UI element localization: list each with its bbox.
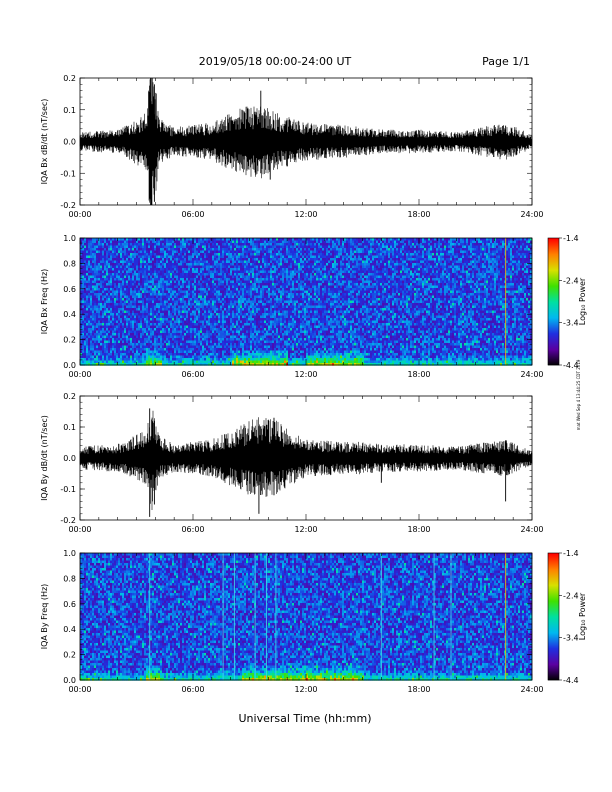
y-tick-label: -0.1 [60,485,76,494]
y-tick-label: 0.0 [63,361,76,370]
y-tick-label: 0.0 [63,454,76,463]
x-tick-label: 06:00 [181,685,204,694]
spectrogram-cells-by_spectrogram [80,553,532,681]
y-tick-label: 0.1 [63,106,76,115]
colorbar-tick-label: -2.4 [563,276,579,285]
x-tick-label: 06:00 [181,210,204,219]
colorbar-tick-label: -1.4 [563,549,579,558]
x-tick-label: 12:00 [294,370,317,379]
y-tick-label: 0.2 [63,74,76,83]
y-tick-label: 0.6 [63,285,76,294]
colorbar-tick-label: -4.4 [563,361,579,370]
y-tick-label: 0.6 [63,600,76,609]
x-tick-label: 00:00 [68,525,91,534]
x-tick-label: 12:00 [294,525,317,534]
x-tick-label: 18:00 [407,370,430,379]
y-tick-label: 1.0 [63,234,76,243]
page-indicator: Page 1/1 [482,55,530,68]
y-tick-label: 0.0 [63,138,76,147]
y-axis-label: IQA By Freq (Hz) [40,584,49,650]
x-tick-label: 12:00 [294,210,317,219]
colorbar-by_spectrogram: -1.4 -2.4 -3.4 -4.4 Log₁₀ Power [548,549,587,685]
panel-bx_spectrogram: -1.4 -2.4 -3.4 -4.4 Log₁₀ Power 00:00 06:00 12:… [40,234,587,379]
y-tick-label: 0.2 [63,392,76,401]
colorbar-tick-label: -4.4 [563,676,579,685]
x-tick-label: 24:00 [520,525,543,534]
x-tick-label: 18:00 [407,685,430,694]
colorbar-label: Log₁₀ Power [578,592,587,640]
figure-canvas: 2019/05/18 00:00-24:00 UT Page 1/1 Unive… [0,0,612,792]
y-axis-label: IQA Bx dB/dt (nT/sec) [40,99,49,185]
x-tick-label: 06:00 [181,525,204,534]
x-tick-label: 24:00 [520,685,543,694]
colorbar-label: Log₁₀ Power [578,277,587,325]
figure-title: 2019/05/18 00:00-24:00 UT [199,55,352,68]
trace-by_timeseries [80,411,532,510]
x-tick-label: 06:00 [181,370,204,379]
x-tick-label: 24:00 [520,370,543,379]
x-tick-label: 18:00 [407,210,430,219]
y-tick-label: 1.0 [63,549,76,558]
x-tick-label: 00:00 [68,210,91,219]
y-tick-label: -0.2 [60,201,76,210]
y-tick-label: 0.2 [63,651,76,660]
colorbar-bx_spectrogram: -1.4 -2.4 -3.4 -4.4 Log₁₀ Power [548,234,587,370]
trace-bx_timeseries [80,78,532,205]
y-tick-label: 0.0 [63,676,76,685]
colorbar-tick-label: -2.4 [563,591,579,600]
y-tick-label: 0.8 [63,574,76,583]
y-tick-label: 0.8 [63,259,76,268]
panel-by_timeseries: 00:00 06:00 12:00 18:00 24:00 0.2 0.1 0.0 -0.1 -0… [40,392,544,534]
x-axis-title: Universal Time (hh:mm) [239,712,372,725]
y-tick-label: 0.2 [63,336,76,345]
spectrogram-cells-bx_spectrogram [80,238,532,366]
colorbar-tick-label: -1.4 [563,234,579,243]
y-tick-label: 0.4 [63,625,76,634]
colorbar-tick-label: -3.4 [563,634,579,643]
x-tick-label: 18:00 [407,525,430,534]
x-tick-label: 00:00 [68,370,91,379]
x-tick-label: 24:00 [520,210,543,219]
y-tick-label: -0.2 [60,516,76,525]
y-tick-label: 0.1 [63,423,76,432]
x-tick-label: 12:00 [294,685,317,694]
y-tick-label: 0.4 [63,310,76,319]
x-tick-label: 00:00 [68,685,91,694]
panel-bx_timeseries: 00:00 06:00 12:00 18:00 24:00 0.2 0.1 0.0 -0.1 -0… [40,74,544,219]
y-axis-label: IQA Bx Freq (Hz) [40,269,49,335]
y-tick-label: -0.1 [60,169,76,178]
panels-group: 00:00 06:00 12:00 18:00 24:00 0.2 0.1 0.0 -0.1 -0… [40,74,587,694]
colorbar-tick-label: -3.4 [563,319,579,328]
panel-by_spectrogram: -1.4 -2.4 -3.4 -4.4 Log₁₀ Power 00:00 06:00 12:… [40,549,587,694]
y-axis-label: IQA By dB/dt (nT/sec) [40,415,49,501]
